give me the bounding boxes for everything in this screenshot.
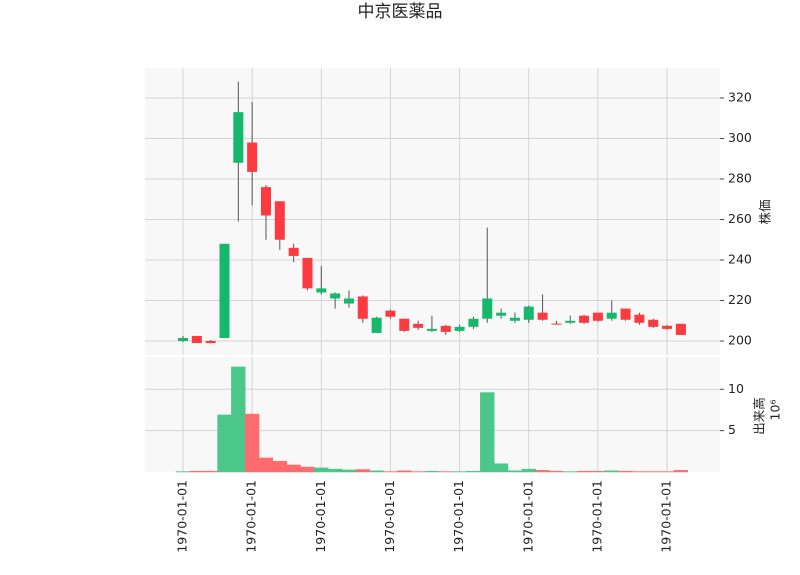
candle-body [468,318,479,327]
volume-bar [618,470,633,473]
candle-body [274,201,285,240]
volume-offset-label: 10⁶ [768,400,783,421]
volume-bar [507,470,523,473]
y-axis-label: 株価 [758,199,773,224]
volume-bar [217,414,232,473]
volume-bar [369,470,384,473]
candle-body [565,320,576,323]
volume-bar [480,392,495,473]
volume-bar [549,470,564,473]
volume-bar [341,469,357,473]
candle-body [399,318,410,331]
x-tick-label: 1970-01-01 [244,480,259,553]
volume-bar [521,468,536,473]
y-tick-label: 280 [728,170,752,185]
candle-body [357,296,368,319]
candle-body [675,323,686,335]
candle-body [247,142,258,172]
x-tick-label: 1970-01-01 [382,480,397,553]
volume-axis-label: 出来高 [752,397,767,435]
candle-body [648,319,659,327]
volume-bar [535,470,550,473]
volume-bar [590,470,606,473]
y-tick-label: 10 [728,381,744,396]
candle-body [620,308,631,320]
candle-body [482,298,493,319]
candle-body [302,257,313,289]
candle-body [413,323,424,328]
volume-bar [424,470,440,473]
candle-body [205,341,216,344]
candle-body [551,323,562,325]
y-tick-label: 320 [728,89,752,104]
y-tick-label: 220 [728,292,752,307]
x-tick-label: 1970-01-01 [313,480,328,553]
y-tick-label: 240 [728,252,752,267]
candle-body [579,315,590,323]
x-tick-label: 1970-01-01 [589,480,604,553]
volume-bar [272,460,287,473]
volume-bar [493,463,509,473]
candle-body [509,317,520,321]
y-tick-label: 5 [728,422,736,437]
volume-bar [189,470,204,473]
candle-body [219,243,230,338]
y-tick-label: 300 [728,130,752,145]
volume-bar [286,464,301,473]
candle-body [537,312,548,320]
candle-body [662,325,673,329]
candle-body [371,317,382,333]
candle-body [496,312,507,316]
volume-bar [355,469,370,473]
volume-bar [244,413,260,473]
volume-bar [397,470,412,473]
volume-bar [231,366,246,473]
volume-bar [576,470,592,473]
candle-body [606,312,617,319]
volume-bar [604,470,619,473]
candle-body [454,326,465,331]
x-tick-label: 1970-01-01 [520,480,535,553]
candle-body [634,314,645,323]
volume-bar [673,470,689,473]
candle-body [440,325,451,332]
candle-body [316,288,327,293]
candle-body [385,310,396,317]
volume-bar [300,466,315,473]
candle-body [523,306,534,320]
volume-bar [203,470,218,473]
y-tick-label: 260 [728,211,752,226]
candle-body [426,328,437,331]
candle-body [260,187,271,216]
x-tick-label: 1970-01-01 [659,480,674,553]
candle-body [592,312,603,321]
candle-body [178,337,188,342]
x-tick-label: 1970-01-01 [451,480,466,553]
candle-body [330,293,341,299]
volume-bar [466,470,481,473]
candle-body [343,298,354,304]
candle-body [191,335,202,344]
volume-bar [258,457,274,473]
y-tick-label: 200 [728,333,752,348]
price-panel [145,68,720,355]
x-tick-label: 1970-01-01 [175,480,190,553]
candle-body [233,112,244,163]
volume-bar [327,468,343,473]
chart-title: 中京医薬品 [358,2,443,22]
candle-body [288,247,299,256]
volume-bar [314,467,329,473]
